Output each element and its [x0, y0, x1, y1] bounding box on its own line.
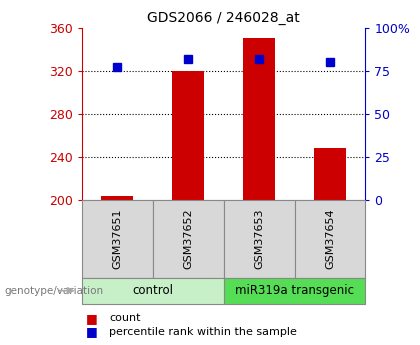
Text: GSM37651: GSM37651 — [112, 209, 122, 269]
Text: ■: ■ — [86, 312, 98, 325]
Bar — [101, 196, 133, 200]
Bar — [243, 38, 275, 200]
Bar — [314, 148, 346, 200]
Text: count: count — [109, 313, 141, 323]
Text: genotype/variation: genotype/variation — [4, 286, 103, 296]
Text: GSM37653: GSM37653 — [254, 209, 264, 269]
Text: control: control — [132, 284, 173, 297]
Bar — [172, 71, 204, 200]
Text: GSM37654: GSM37654 — [325, 209, 335, 269]
Text: ■: ■ — [86, 325, 98, 338]
Title: GDS2066 / 246028_at: GDS2066 / 246028_at — [147, 11, 300, 25]
Text: miR319a transgenic: miR319a transgenic — [235, 284, 354, 297]
Text: GSM37652: GSM37652 — [183, 209, 193, 269]
Text: percentile rank within the sample: percentile rank within the sample — [109, 327, 297, 337]
